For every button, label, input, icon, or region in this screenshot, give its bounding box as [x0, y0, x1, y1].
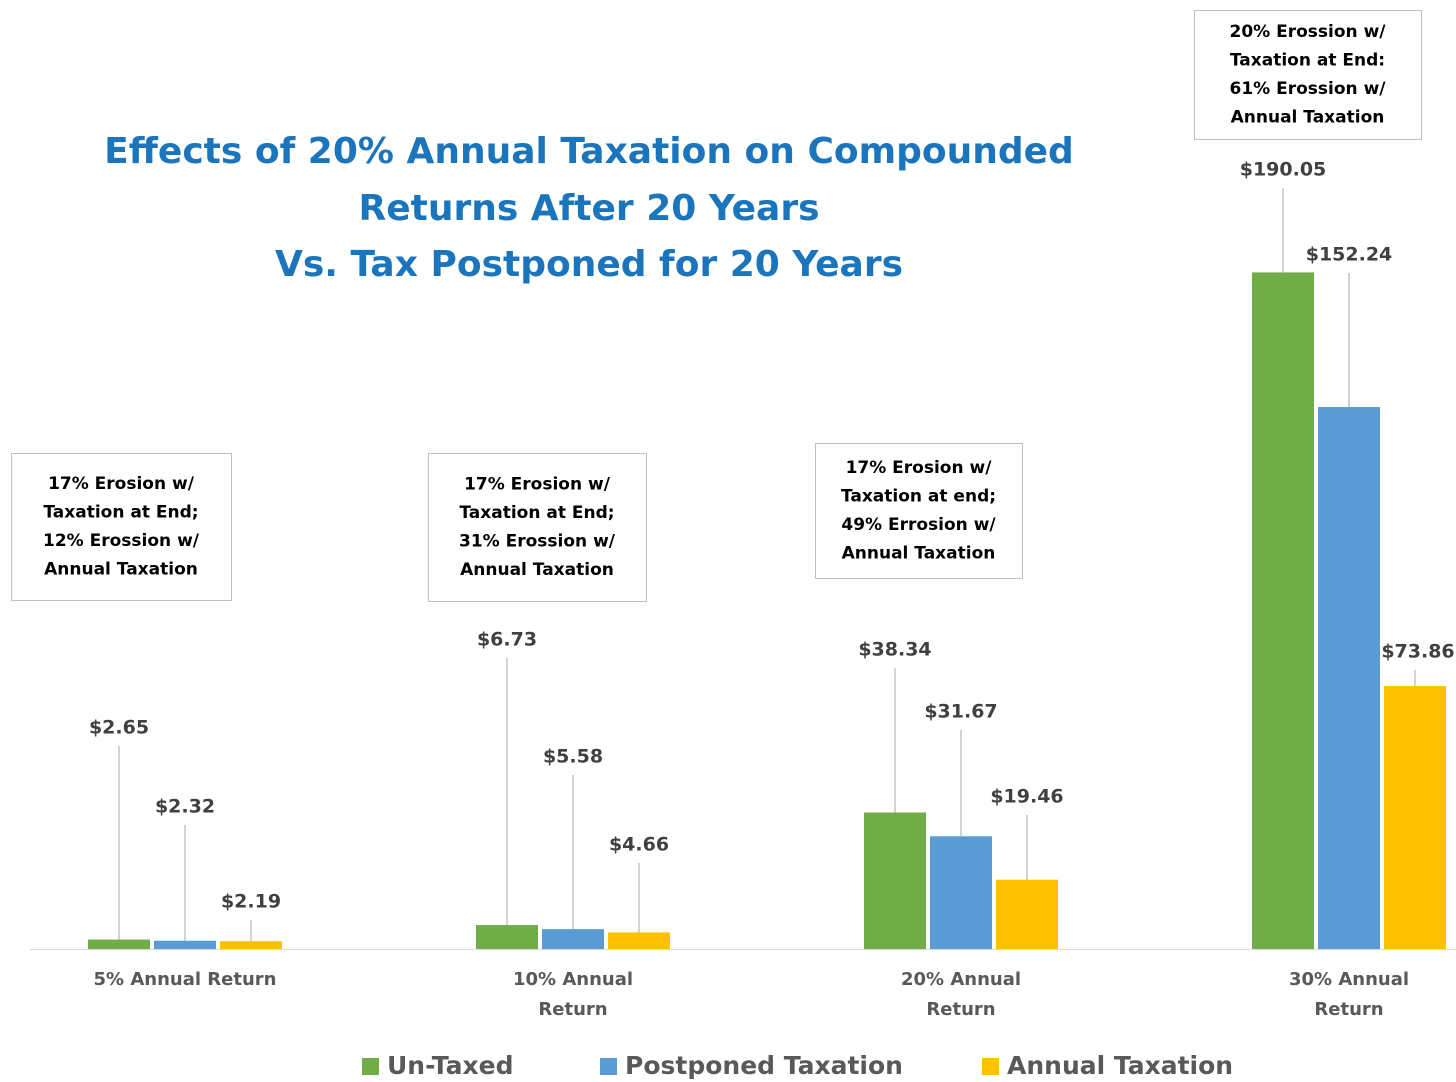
annotation-text: 17% Erosion w/	[48, 474, 195, 494]
data-label: $73.86	[1381, 641, 1454, 663]
legend-label: Postponed Taxation	[625, 1051, 903, 1080]
chart-title: Returns After 20 Years	[358, 188, 819, 229]
bar	[88, 939, 150, 949]
bar	[930, 836, 992, 949]
x-tick-label: 30% Annual Return	[1288, 969, 1410, 1020]
annotation-text: Annual Taxation	[842, 543, 996, 563]
data-label: $2.19	[221, 891, 281, 913]
annotation-text: Annual Taxation	[1231, 107, 1385, 127]
bar	[864, 812, 926, 949]
x-tick-label: 10% Annual Return	[512, 969, 634, 1020]
data-label: $31.67	[924, 701, 997, 723]
bar	[476, 925, 538, 949]
x-tick-label: 20% Annual Return	[900, 969, 1022, 1020]
bar	[154, 940, 216, 949]
annotation-text: Annual Taxation	[460, 560, 614, 580]
annotation-text: 20% Erossion w/	[1230, 22, 1387, 42]
bar	[996, 879, 1058, 949]
annotation-text: 61% Erossion w/	[1230, 79, 1387, 99]
legend-label: Annual Taxation	[1007, 1051, 1233, 1080]
legend-swatch	[600, 1058, 617, 1075]
annotation-text: 17% Erosion w/	[464, 474, 611, 494]
annotation-text: Taxation at end;	[841, 486, 996, 506]
bar	[1384, 686, 1446, 949]
data-label: $152.24	[1306, 244, 1393, 266]
bar	[1252, 272, 1314, 949]
legend-label: Un-Taxed	[387, 1051, 513, 1080]
annotation-text: 17% Erosion w/	[846, 458, 993, 478]
annotation-box	[428, 453, 647, 602]
data-label: $19.46	[990, 786, 1063, 808]
annotation-text: 12% Erossion w/	[43, 531, 200, 551]
data-label: $6.73	[477, 629, 537, 651]
data-label: $5.58	[543, 746, 603, 768]
annotation-text: 49% Errosion w/	[841, 515, 996, 535]
data-label: $38.34	[858, 639, 931, 661]
annotation-box	[1194, 10, 1422, 140]
bar	[542, 929, 604, 949]
annotation-text: Taxation at End:	[1230, 50, 1385, 70]
annotation-text: 31% Erossion w/	[459, 531, 616, 551]
bar	[220, 941, 282, 949]
chart-title: Vs. Tax Postponed for 20 Years	[275, 244, 903, 285]
chart-title: Effects of 20% Annual Taxation on Compou…	[104, 131, 1074, 172]
annotation-box	[11, 453, 232, 601]
x-tick-label: 5% Annual Return	[93, 969, 277, 990]
data-label: $2.65	[89, 717, 149, 739]
annotation-text: Taxation at End;	[459, 503, 614, 523]
annotation-text: Annual Taxation	[44, 559, 198, 579]
legend-swatch	[362, 1058, 379, 1075]
data-label: $2.32	[155, 796, 215, 818]
annotation-text: Taxation at End;	[43, 502, 198, 522]
legend-swatch	[982, 1058, 999, 1075]
data-label: $190.05	[1240, 159, 1327, 181]
bar	[1318, 407, 1380, 949]
bar	[608, 932, 670, 949]
data-label: $4.66	[609, 834, 669, 856]
annotation-box	[815, 443, 1023, 579]
